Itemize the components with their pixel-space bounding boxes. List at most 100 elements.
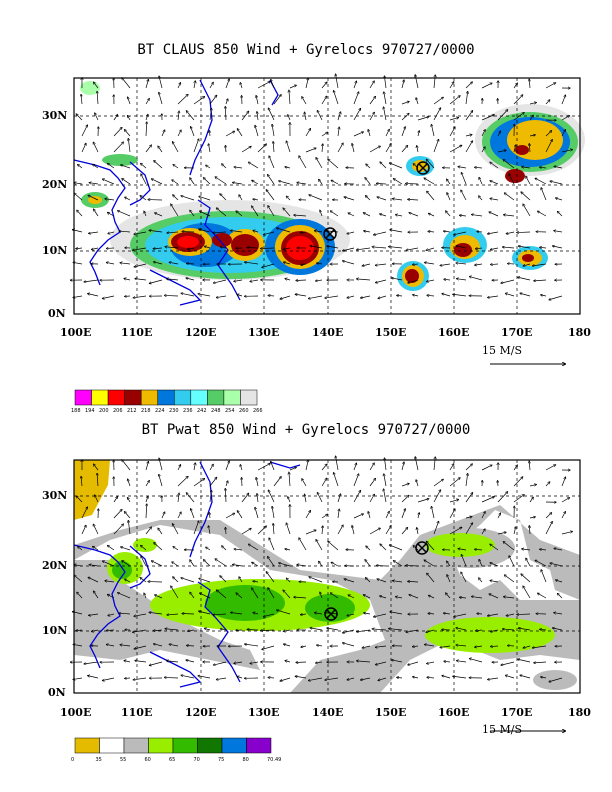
wind-vector bbox=[206, 547, 211, 551]
wind-vector bbox=[159, 93, 163, 105]
wind-vector bbox=[125, 512, 131, 519]
wind-vector bbox=[396, 597, 403, 598]
wind-vector bbox=[94, 209, 99, 217]
wind-vector bbox=[171, 586, 179, 599]
wind-vector bbox=[204, 178, 211, 185]
wind-vector bbox=[234, 167, 243, 168]
wind-vector bbox=[481, 147, 485, 153]
wind-vector bbox=[186, 278, 195, 281]
wind-vector bbox=[327, 628, 339, 631]
wind-vector bbox=[272, 124, 275, 137]
wind-vector bbox=[107, 644, 115, 647]
wind-vector bbox=[427, 661, 435, 664]
wind-vector bbox=[268, 588, 275, 599]
wind-vector bbox=[506, 675, 515, 679]
wind-vector bbox=[376, 661, 387, 665]
wind-vector bbox=[93, 142, 99, 153]
wind-vector bbox=[133, 629, 147, 632]
wind-vector bbox=[169, 262, 179, 265]
wind-vector bbox=[440, 263, 451, 266]
colorbar-swatch bbox=[99, 737, 125, 754]
wind-vector bbox=[460, 215, 467, 216]
wind-vector bbox=[103, 561, 115, 567]
wind-vector bbox=[377, 565, 387, 566]
wind-vector bbox=[181, 293, 195, 297]
wind-vector bbox=[529, 103, 536, 104]
wind-vector bbox=[268, 175, 275, 185]
wind-vector bbox=[181, 196, 195, 201]
wind-vector bbox=[489, 212, 499, 217]
wind-vector bbox=[481, 497, 494, 503]
wind-vector bbox=[479, 196, 483, 201]
wind-vector bbox=[108, 613, 115, 616]
wind-vector bbox=[279, 181, 291, 185]
wind-vector bbox=[316, 662, 323, 663]
wind-vector bbox=[456, 645, 467, 646]
wind-vector bbox=[95, 113, 99, 121]
wind-vector bbox=[374, 231, 387, 235]
wind-vector bbox=[253, 199, 259, 200]
wind-vector bbox=[153, 630, 163, 631]
wind-vector bbox=[317, 493, 323, 503]
wind-vector bbox=[144, 593, 147, 599]
wind-vector bbox=[257, 494, 258, 503]
wind-vector bbox=[283, 248, 291, 249]
wind-vector bbox=[497, 150, 506, 153]
panel1-lon-label: 110E bbox=[121, 326, 153, 339]
wind-vector bbox=[545, 522, 552, 535]
wind-vector bbox=[261, 630, 275, 631]
wind-vector bbox=[534, 280, 547, 281]
wind-vector bbox=[240, 83, 243, 89]
wind-vector bbox=[465, 141, 472, 153]
colorbar-label: 206 bbox=[113, 408, 123, 414]
wind-vector bbox=[133, 677, 147, 680]
panel1-title: BT CLAUS 850 Wind + Gyrelocs 970727/0000 bbox=[137, 42, 475, 58]
wind-vector bbox=[261, 248, 275, 249]
wind-vector bbox=[392, 660, 403, 663]
wind-vector bbox=[177, 83, 180, 89]
wind-vector bbox=[426, 629, 435, 632]
wind-vector bbox=[456, 263, 467, 264]
wind-vector bbox=[337, 525, 343, 535]
panel2-title: BT Pwat 850 Wind + Gyrelocs 970727/0000 bbox=[141, 422, 471, 438]
wind-vector bbox=[309, 577, 323, 583]
wind-vector bbox=[316, 540, 323, 551]
colorbar-label: 236 bbox=[183, 408, 193, 414]
wind-vector bbox=[331, 593, 339, 599]
panel2-lon-label: 120E bbox=[185, 706, 217, 719]
wind-vector bbox=[89, 231, 99, 233]
wind-vector bbox=[177, 130, 181, 137]
wind-vector bbox=[231, 230, 243, 233]
wind-vector bbox=[489, 594, 499, 599]
wind-vector bbox=[337, 112, 341, 121]
wind-vector bbox=[427, 295, 435, 296]
wind-vector bbox=[198, 294, 211, 297]
wind-vector bbox=[401, 495, 409, 503]
wind-vector bbox=[513, 495, 524, 503]
wind-vector bbox=[250, 661, 259, 663]
wind-vector bbox=[427, 677, 435, 678]
wind-vector bbox=[431, 507, 435, 519]
wind-vector bbox=[252, 562, 259, 567]
wind-vector bbox=[76, 248, 83, 249]
wind-vector bbox=[475, 264, 483, 265]
colorbar-swatch bbox=[74, 737, 100, 754]
colorbar-label: 60 bbox=[144, 757, 151, 763]
wind-vector bbox=[529, 79, 530, 89]
wind-vector bbox=[561, 116, 569, 121]
wind-vector bbox=[380, 162, 387, 169]
wind-vector bbox=[284, 262, 291, 265]
wind-vector bbox=[172, 180, 179, 185]
panel2-lon-label: 110E bbox=[121, 706, 153, 719]
panel2-map bbox=[70, 456, 581, 731]
wind-vector bbox=[145, 527, 151, 535]
wind-vector bbox=[134, 263, 147, 267]
wind-vector bbox=[309, 295, 323, 299]
wind-vector bbox=[215, 559, 227, 567]
wind-vector bbox=[368, 512, 371, 519]
wind-vector bbox=[523, 586, 531, 599]
wind-vector bbox=[401, 509, 405, 519]
wind-vector bbox=[310, 246, 323, 249]
wind-vector bbox=[520, 675, 531, 679]
colorbar-swatch bbox=[223, 389, 241, 406]
